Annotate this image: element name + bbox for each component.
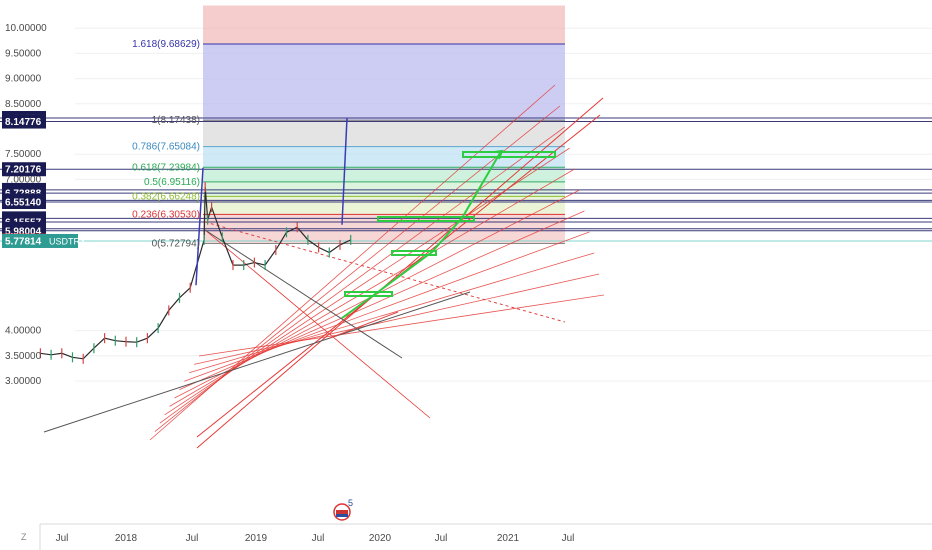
resistance-trend-line bbox=[204, 229, 403, 359]
target-box bbox=[462, 151, 556, 158]
price-label: 5.77814 bbox=[5, 236, 42, 247]
y-tick-label: 4.00000 bbox=[5, 326, 42, 337]
y-tick-label: 3.50000 bbox=[5, 351, 42, 362]
x-tick-label: 2018 bbox=[115, 533, 138, 544]
event-badge-count: 5 bbox=[348, 498, 353, 508]
y-tick-label: 10.00000 bbox=[5, 23, 47, 34]
price-label: 8.14776 bbox=[5, 117, 42, 128]
x-tick-label: Jul bbox=[56, 533, 69, 544]
event-badge[interactable]: 5 bbox=[333, 498, 353, 521]
target-box bbox=[344, 291, 393, 297]
fib-zone bbox=[203, 196, 565, 215]
x-tick-label: Jul bbox=[186, 533, 199, 544]
fib-label: 0.786(7.65084) bbox=[132, 142, 200, 153]
trend-lines bbox=[43, 221, 566, 433]
y-tick-label: 8.50000 bbox=[5, 99, 42, 110]
x-tick-label: Jul bbox=[312, 533, 325, 544]
x-tick-label: 2020 bbox=[369, 533, 392, 544]
price-label: 6.55140 bbox=[5, 198, 42, 209]
price-axis[interactable]: 10.00000 9.50000 9.00000 8.50000 7.50000 7.00… bbox=[2, 23, 86, 387]
channel-line bbox=[204, 229, 431, 419]
time-axis[interactable]: Jul 2018 Jul 2019 Jul 2020 Jul 2021 Jul bbox=[56, 533, 575, 544]
fib-zone bbox=[203, 44, 565, 121]
y-tick-label: 9.50000 bbox=[5, 48, 42, 59]
fib-retracement-zones bbox=[203, 5, 565, 245]
price-label-box bbox=[2, 114, 46, 129]
tv-logo-icon: Z bbox=[21, 532, 27, 542]
y-tick-label: 9.00000 bbox=[5, 74, 42, 85]
price-label: 7.20176 bbox=[5, 165, 42, 176]
fib-label: 1.618(9.68629) bbox=[132, 39, 200, 50]
x-tick-label: 2019 bbox=[245, 533, 268, 544]
projection-lines bbox=[195, 117, 348, 286]
fib-label: 0.382(6.66248) bbox=[132, 191, 200, 202]
channel-line bbox=[198, 294, 605, 357]
fib-label: 0.5(6.95116) bbox=[144, 177, 200, 188]
dashed-trend-line bbox=[204, 221, 566, 323]
green-arrow-path bbox=[341, 149, 556, 319]
y-tick-label: 3.00000 bbox=[5, 376, 42, 387]
channel-line bbox=[169, 168, 575, 407]
fib-label: 0.236(6.30530) bbox=[132, 209, 200, 220]
y-tick-label: 7.50000 bbox=[5, 149, 42, 160]
price-line bbox=[40, 186, 351, 360]
price-label: 5.98004 bbox=[5, 226, 42, 237]
projection-spike bbox=[195, 167, 204, 286]
fib-label: 1(8.17438) bbox=[152, 115, 200, 126]
fib-zone bbox=[203, 5, 565, 45]
price-label-box bbox=[2, 233, 46, 248]
fib-labels: 1.618(9.68629) 1(8.17438) 0.786(7.65084) 0.… bbox=[132, 39, 200, 250]
target-box bbox=[377, 216, 475, 222]
channel-line bbox=[194, 273, 600, 365]
support-trend-line bbox=[43, 291, 471, 433]
x-tick-label: Jul bbox=[435, 533, 448, 544]
x-tick-label: Jul bbox=[562, 533, 575, 544]
channel-line bbox=[174, 189, 580, 399]
y-tick-label: 7.00000 bbox=[5, 174, 42, 185]
channel-line bbox=[189, 252, 595, 374]
fib-label: 0.618(7.23984) bbox=[132, 162, 200, 173]
x-tick-label: 2021 bbox=[497, 533, 520, 544]
price-label-box bbox=[2, 195, 46, 210]
target-box bbox=[391, 250, 437, 256]
projection-spike bbox=[341, 117, 348, 225]
channel-line bbox=[184, 231, 590, 382]
price-series bbox=[39, 181, 352, 364]
symbol-label-box bbox=[46, 233, 78, 248]
symbol-label: USDTRY bbox=[49, 236, 86, 246]
channel-line bbox=[179, 210, 585, 390]
fib-zone bbox=[203, 181, 565, 197]
fib-zone bbox=[203, 167, 565, 182]
short-trend-line bbox=[329, 311, 399, 339]
fib-label: 0(5.72794) bbox=[152, 239, 200, 250]
price-label-box bbox=[2, 162, 46, 177]
fib-zone bbox=[203, 120, 565, 147]
